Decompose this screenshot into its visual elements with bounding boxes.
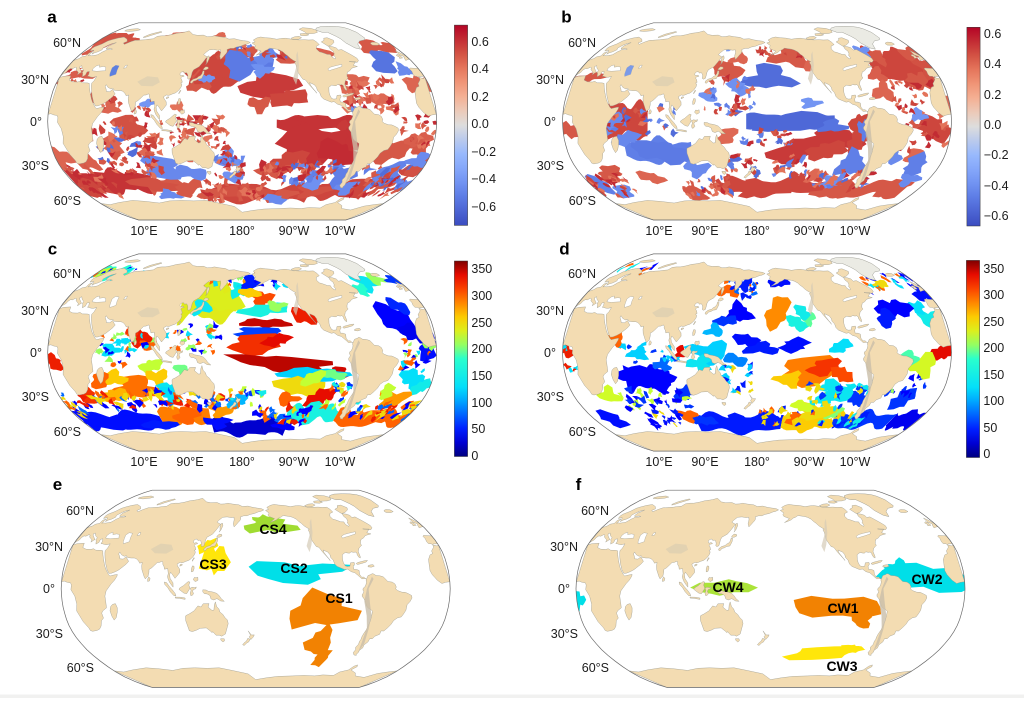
- svg-text:10°E: 10°E: [645, 224, 672, 238]
- svg-text:10°W: 10°W: [325, 224, 356, 238]
- svg-text:CW2: CW2: [911, 571, 942, 587]
- svg-text:60°N: 60°N: [581, 504, 609, 518]
- svg-text:60°S: 60°S: [569, 425, 596, 439]
- svg-text:CW1: CW1: [827, 600, 858, 616]
- svg-text:0.2: 0.2: [471, 90, 488, 104]
- svg-text:90°E: 90°E: [691, 455, 718, 469]
- svg-text:30°S: 30°S: [537, 159, 564, 173]
- svg-text:30°N: 30°N: [21, 304, 49, 318]
- svg-text:0.4: 0.4: [984, 57, 1001, 71]
- svg-text:0.4: 0.4: [471, 62, 488, 76]
- svg-text:0.2: 0.2: [984, 88, 1001, 102]
- svg-text:30°S: 30°S: [551, 627, 578, 641]
- svg-text:−0.4: −0.4: [471, 172, 496, 186]
- svg-text:60°N: 60°N: [53, 36, 81, 50]
- svg-text:30°N: 30°N: [536, 73, 564, 87]
- svg-text:60°S: 60°S: [582, 661, 609, 675]
- svg-text:−0.6: −0.6: [471, 200, 496, 214]
- svg-text:0°: 0°: [30, 346, 42, 360]
- svg-text:180°: 180°: [744, 455, 770, 469]
- svg-text:10°W: 10°W: [840, 224, 871, 238]
- svg-text:90°W: 90°W: [794, 224, 825, 238]
- svg-text:90°E: 90°E: [691, 224, 718, 238]
- svg-text:0.0: 0.0: [471, 117, 488, 131]
- svg-text:30°S: 30°S: [537, 390, 564, 404]
- svg-text:200: 200: [983, 341, 1004, 355]
- svg-text:10°W: 10°W: [325, 455, 356, 469]
- svg-text:−0.6: −0.6: [984, 209, 1009, 223]
- svg-text:CS1: CS1: [325, 590, 352, 606]
- svg-text:150: 150: [471, 369, 492, 383]
- svg-text:CW3: CW3: [826, 658, 857, 674]
- svg-text:250: 250: [983, 315, 1004, 329]
- svg-text:10°E: 10°E: [130, 455, 157, 469]
- svg-text:60°N: 60°N: [53, 267, 81, 281]
- svg-text:CW4: CW4: [712, 579, 743, 595]
- svg-text:50: 50: [471, 422, 485, 436]
- svg-text:60°S: 60°S: [67, 661, 94, 675]
- svg-text:0.6: 0.6: [471, 35, 488, 49]
- svg-text:150: 150: [983, 368, 1004, 382]
- svg-text:CS2: CS2: [280, 560, 307, 576]
- svg-text:c: c: [48, 240, 57, 259]
- svg-text:300: 300: [983, 288, 1004, 302]
- svg-text:−0.2: −0.2: [471, 145, 496, 159]
- svg-text:90°W: 90°W: [279, 224, 310, 238]
- svg-text:0°: 0°: [544, 346, 556, 360]
- svg-text:200: 200: [471, 342, 492, 356]
- svg-text:180°: 180°: [229, 224, 255, 238]
- svg-text:100: 100: [983, 394, 1004, 408]
- svg-text:e: e: [53, 475, 62, 494]
- svg-text:250: 250: [471, 316, 492, 330]
- svg-text:0°: 0°: [43, 582, 55, 596]
- svg-text:60°S: 60°S: [54, 425, 81, 439]
- svg-text:f: f: [576, 475, 582, 494]
- svg-text:b: b: [561, 8, 571, 27]
- svg-text:90°W: 90°W: [794, 455, 825, 469]
- svg-text:90°E: 90°E: [176, 455, 203, 469]
- svg-text:50: 50: [983, 421, 997, 435]
- svg-text:30°S: 30°S: [22, 390, 49, 404]
- svg-text:0.0: 0.0: [984, 118, 1001, 132]
- svg-text:0.6: 0.6: [984, 27, 1001, 41]
- svg-text:30°S: 30°S: [22, 159, 49, 173]
- svg-text:350: 350: [471, 262, 492, 276]
- svg-text:10°E: 10°E: [645, 455, 672, 469]
- svg-text:10°E: 10°E: [130, 224, 157, 238]
- svg-text:30°N: 30°N: [536, 304, 564, 318]
- svg-text:100: 100: [471, 396, 492, 410]
- svg-text:60°S: 60°S: [54, 194, 81, 208]
- svg-text:CS3: CS3: [199, 556, 226, 572]
- svg-text:300: 300: [471, 289, 492, 303]
- svg-text:0: 0: [983, 447, 990, 461]
- svg-text:−0.4: −0.4: [984, 179, 1009, 193]
- svg-text:60°N: 60°N: [66, 504, 94, 518]
- svg-text:CS4: CS4: [259, 521, 286, 537]
- svg-text:d: d: [559, 240, 569, 259]
- svg-text:10°W: 10°W: [840, 455, 871, 469]
- svg-text:90°W: 90°W: [279, 455, 310, 469]
- svg-text:60°N: 60°N: [568, 36, 596, 50]
- svg-text:30°S: 30°S: [36, 627, 63, 641]
- svg-text:30°N: 30°N: [21, 73, 49, 87]
- svg-text:180°: 180°: [229, 455, 255, 469]
- svg-text:30°N: 30°N: [35, 540, 63, 554]
- svg-text:−0.2: −0.2: [984, 148, 1009, 162]
- svg-text:60°N: 60°N: [568, 267, 596, 281]
- svg-text:0°: 0°: [558, 582, 570, 596]
- svg-text:0: 0: [471, 449, 478, 463]
- svg-text:30°N: 30°N: [550, 540, 578, 554]
- svg-text:0°: 0°: [30, 115, 42, 129]
- svg-text:0°: 0°: [544, 115, 556, 129]
- svg-text:a: a: [47, 8, 57, 27]
- svg-text:90°E: 90°E: [176, 224, 203, 238]
- svg-text:180°: 180°: [744, 224, 770, 238]
- svg-text:60°S: 60°S: [569, 194, 596, 208]
- svg-text:350: 350: [983, 262, 1004, 276]
